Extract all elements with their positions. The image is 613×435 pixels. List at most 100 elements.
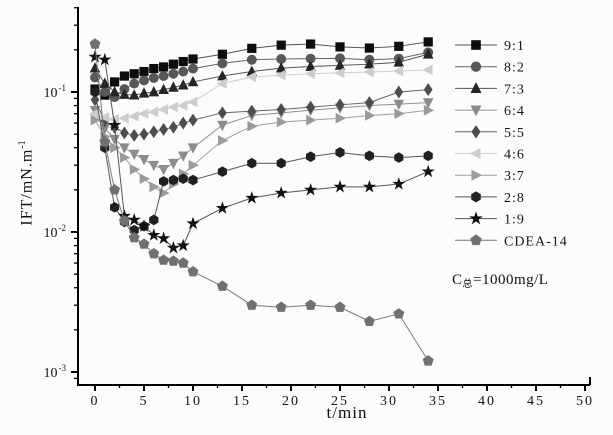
data-point-3:7	[276, 116, 288, 128]
legend-marker-4:6	[469, 147, 481, 160]
data-point-4:6	[363, 66, 374, 78]
data-point-CDEA-14	[363, 315, 375, 327]
data-point-1:9	[98, 52, 112, 66]
legend-marker-9:1	[471, 40, 481, 50]
data-point-2:8	[149, 214, 159, 226]
data-point-CDEA-14	[177, 257, 189, 268]
data-point-9:1	[119, 71, 129, 81]
data-point-7:3	[364, 58, 375, 69]
data-point-6:4	[422, 98, 434, 109]
data-point-4:6	[304, 68, 315, 80]
data-point-CDEA-14	[109, 184, 121, 195]
data-point-7:3	[305, 60, 316, 71]
data-point-8:2	[148, 72, 159, 83]
data-point-7:3	[119, 88, 130, 99]
series-line-1:9	[94, 56, 429, 249]
data-point-7:3	[334, 59, 346, 70]
data-point-7:3	[148, 86, 160, 97]
y-axis-title-exponent: -1	[17, 140, 28, 149]
data-point-5:5	[335, 98, 345, 112]
data-point-CDEA-14	[393, 308, 405, 319]
annotation-subscript: 总	[462, 279, 474, 290]
data-point-1:9	[392, 177, 406, 190]
data-point-6:4	[109, 134, 120, 146]
legend-marker-1:9	[469, 211, 483, 225]
data-point-7:3	[138, 87, 150, 98]
legend-label-2:8: 2:8	[504, 191, 525, 206]
data-point-6:4	[177, 151, 189, 162]
data-point-3:7	[335, 112, 346, 124]
data-point-5:5	[306, 100, 315, 114]
data-point-CDEA-14	[148, 247, 160, 259]
data-point-3:7	[218, 135, 229, 146]
data-point-9:1	[139, 66, 149, 77]
data-point-9:1	[306, 39, 316, 49]
data-point-CDEA-14	[334, 301, 346, 312]
legend-marker-3:7	[471, 169, 483, 181]
data-point-7:3	[275, 62, 287, 73]
data-point-9:1	[364, 43, 374, 53]
data-point-2:8	[247, 157, 257, 169]
data-point-1:9	[362, 179, 376, 193]
y-axis-title: IFT/mN.m-1	[17, 33, 39, 333]
data-point-9:1	[335, 42, 345, 52]
data-point-2:8	[276, 157, 286, 169]
data-point-1:9	[176, 238, 190, 252]
data-point-3:7	[365, 110, 376, 121]
data-point-2:8	[306, 151, 316, 162]
data-point-8:2	[305, 53, 316, 64]
data-point-4:6	[422, 64, 433, 76]
data-point-6:4	[158, 165, 169, 176]
x-tick-label: 35	[429, 394, 447, 409]
data-point-3:7	[247, 120, 258, 132]
data-point-1:9	[245, 191, 259, 204]
data-point-CDEA-14	[99, 136, 111, 147]
x-axis-title: t/min	[326, 403, 368, 422]
data-point-5:5	[169, 120, 178, 134]
data-point-CDEA-14	[246, 299, 258, 310]
data-point-1:9	[88, 50, 102, 63]
legend-marker-6:4	[470, 105, 482, 117]
data-point-5:5	[365, 96, 374, 110]
data-point-4:6	[177, 100, 188, 111]
data-point-4:6	[98, 111, 110, 123]
data-point-9:1	[217, 49, 227, 59]
data-point-4:6	[392, 65, 404, 77]
data-point-2:8	[90, 86, 100, 98]
y-axis-title-base: IFT/mN.m	[18, 148, 36, 226]
data-point-6:4	[168, 158, 179, 170]
data-point-8:2	[335, 53, 345, 64]
data-point-3:7	[90, 114, 101, 126]
data-point-5:5	[139, 127, 149, 141]
legend-label-8:2: 8:2	[504, 61, 525, 76]
data-point-7:3	[158, 83, 169, 94]
annotation-prefix: C	[452, 272, 463, 288]
data-point-8:2	[129, 78, 140, 89]
legend-marker-5:5	[471, 125, 481, 139]
data-point-4:6	[89, 108, 100, 119]
data-point-3:7	[188, 159, 199, 171]
y-tick-label: 10-1	[44, 83, 67, 101]
data-point-3:7	[110, 142, 121, 154]
data-point-9:1	[129, 69, 139, 79]
legend-label-1:9: 1:9	[504, 213, 525, 228]
data-point-3:7	[129, 164, 141, 175]
x-tick-label: 10	[184, 394, 202, 409]
data-point-5:5	[247, 104, 257, 118]
x-tick-label: 0	[91, 394, 100, 409]
data-point-5:5	[276, 103, 286, 116]
data-point-9:1	[276, 40, 286, 50]
legend-label-4:6: 4:6	[504, 148, 525, 163]
data-point-6:4	[217, 120, 228, 132]
data-point-2:8	[168, 174, 178, 186]
data-point-8:2	[188, 63, 198, 74]
data-point-2:8	[188, 174, 198, 186]
data-point-3:7	[149, 181, 160, 193]
data-point-7:3	[177, 79, 189, 90]
data-point-5:5	[218, 106, 227, 120]
data-point-4:6	[245, 71, 257, 83]
data-point-7:3	[187, 75, 199, 87]
data-point-5:5	[129, 128, 139, 142]
